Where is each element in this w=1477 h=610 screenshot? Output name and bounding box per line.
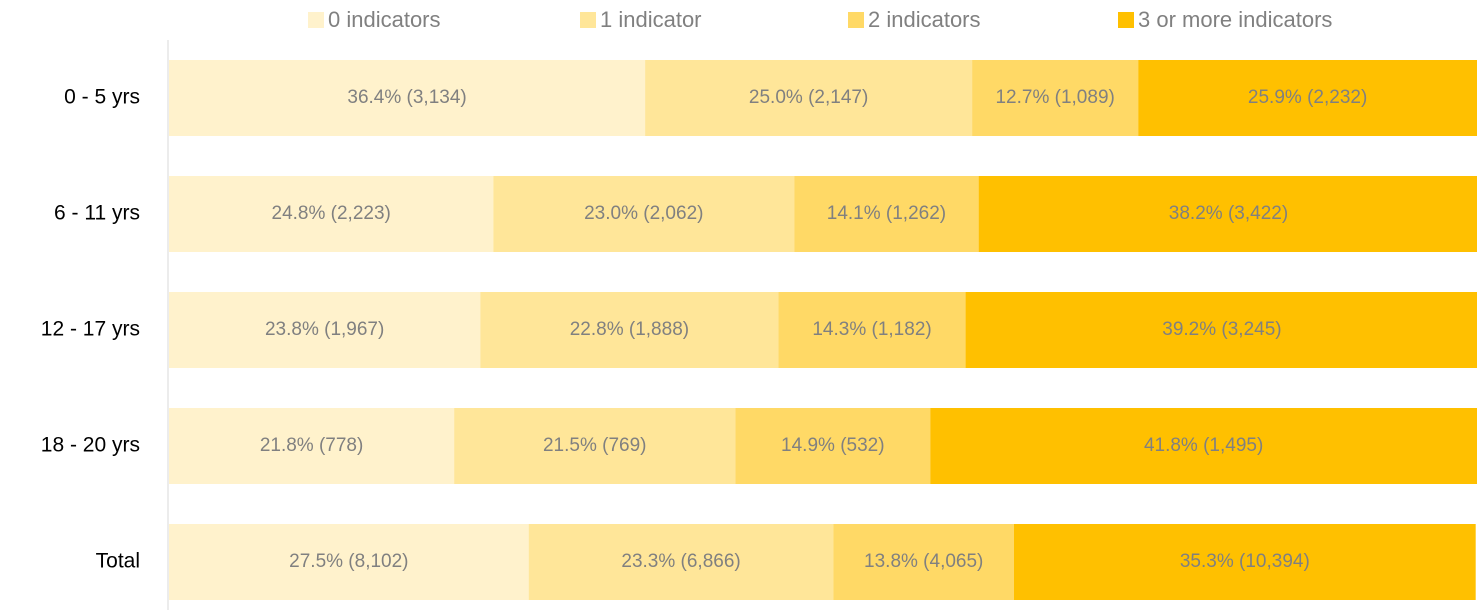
value-label: 27.5% (8,102) (289, 551, 408, 572)
value-label: 13.8% (4,065) (864, 551, 983, 572)
bar-segment (169, 524, 529, 600)
bar-segment (480, 292, 779, 368)
bar-segment (169, 60, 646, 136)
bar-segment (833, 524, 1014, 600)
value-label: 23.3% (6,866) (621, 551, 740, 572)
legend-label: 0 indicators (328, 7, 441, 32)
value-label: 35.3% (10,394) (1180, 551, 1310, 572)
legend-swatch (848, 12, 864, 28)
bar-segment (454, 408, 736, 484)
legend-swatch (580, 12, 596, 28)
value-label: 39.2% (3,245) (1162, 319, 1281, 340)
bar-segment (1138, 60, 1477, 136)
category-label: Total (96, 550, 140, 573)
legend-label: 1 indicator (600, 7, 702, 32)
category-label: 6 - 11 yrs (54, 202, 140, 225)
bar-segment (645, 60, 973, 136)
bar-segment (794, 176, 979, 252)
value-label: 23.8% (1,967) (265, 319, 384, 340)
legend-label: 3 or more indicators (1138, 7, 1332, 32)
bar-segment (735, 408, 931, 484)
category-label: 12 - 17 yrs (41, 318, 140, 341)
value-label: 25.9% (2,232) (1248, 87, 1367, 108)
bar-segment (528, 524, 834, 600)
bar-segment (972, 60, 1139, 136)
legend-swatch (1118, 12, 1134, 28)
value-label: 23.0% (2,062) (584, 203, 703, 224)
value-label: 14.3% (1,182) (812, 319, 931, 340)
bar-segment (965, 292, 1477, 368)
legend-swatch (308, 12, 324, 28)
bar-segment (930, 408, 1477, 484)
value-label: 22.8% (1,888) (570, 319, 689, 340)
bar-segment (778, 292, 966, 368)
value-label: 21.5% (769) (543, 435, 647, 456)
legend-label: 2 indicators (868, 7, 981, 32)
bar-segment (1013, 524, 1476, 600)
bar-segment (169, 292, 481, 368)
bar-segment (169, 176, 494, 252)
value-label: 36.4% (3,134) (347, 87, 466, 108)
value-label: 12.7% (1,089) (995, 87, 1114, 108)
category-label: 18 - 20 yrs (41, 434, 140, 457)
value-label: 38.2% (3,422) (1169, 203, 1288, 224)
bar-segment (978, 176, 1477, 252)
value-label: 14.9% (532) (781, 435, 885, 456)
category-label: 0 - 5 yrs (64, 86, 140, 109)
value-label: 41.8% (1,495) (1144, 435, 1263, 456)
value-label: 21.8% (778) (260, 435, 364, 456)
value-label: 24.8% (2,223) (272, 203, 391, 224)
bar-segment (169, 408, 455, 484)
value-label: 14.1% (1,262) (827, 203, 946, 224)
bar-segment (493, 176, 795, 252)
value-label: 25.0% (2,147) (749, 87, 868, 108)
